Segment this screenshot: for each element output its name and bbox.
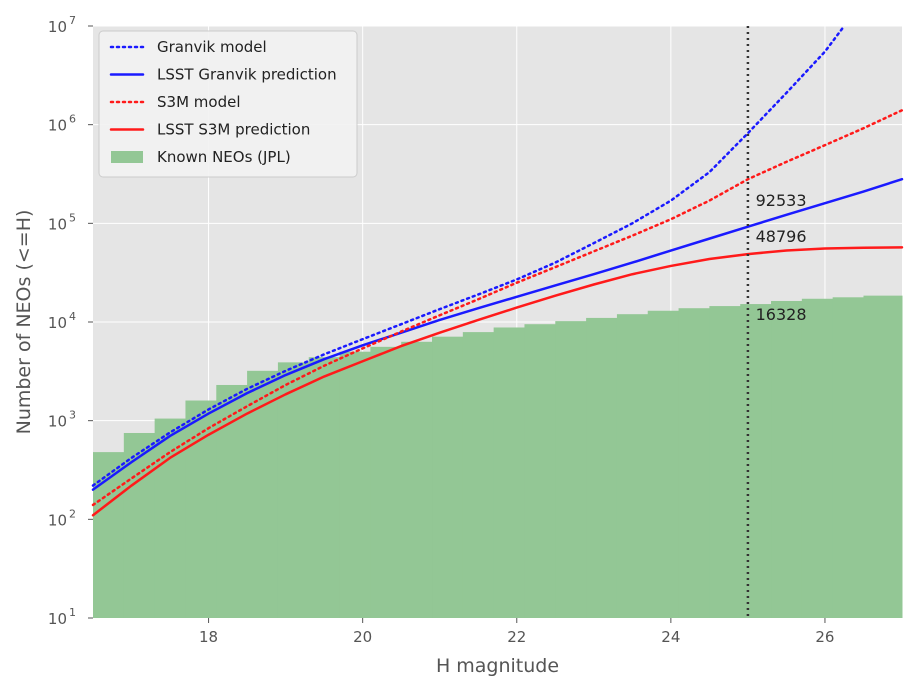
y-axis-label: Number of NEOs (<=H) [13, 210, 35, 435]
histogram-bar [216, 384, 248, 618]
histogram-bar [339, 351, 371, 618]
histogram-bar [308, 357, 341, 618]
known-neos-histogram [93, 295, 903, 618]
histogram-bar [616, 314, 649, 618]
y-tick-label: 10 [48, 117, 67, 135]
legend-entry: LSST S3M prediction [157, 121, 310, 139]
series-line-1 [91, 177, 904, 491]
legend-box [98, 30, 358, 178]
y-tick-exponent: 6 [69, 113, 76, 126]
y-tick-label: 10 [48, 413, 67, 431]
histogram-bar [709, 306, 741, 618]
histogram-bar [801, 298, 834, 618]
x-tick-label: 20 [353, 628, 372, 646]
histogram-bar [555, 321, 587, 618]
annotation-label: 92533 [756, 191, 807, 210]
histogram-bar [401, 341, 433, 618]
legend-entry: LSST Granvik prediction [157, 66, 337, 84]
annotation-label: 16328 [756, 305, 807, 324]
x-tick-label: 22 [507, 628, 526, 646]
x-axis-ticks: 18 20 22 24 26 [199, 618, 834, 646]
x-tick-label: 24 [661, 628, 680, 646]
legend-entry: S3M model [157, 93, 240, 111]
annotation-label: 48796 [756, 227, 807, 246]
y-tick-label: 10 [48, 511, 67, 529]
annotations: 92533 48796 16328 [756, 191, 807, 324]
histogram-bar [832, 297, 864, 618]
y-tick-exponent: 4 [69, 310, 76, 323]
histogram-bar [678, 308, 710, 618]
x-tick-label: 18 [199, 628, 218, 646]
y-tick-label: 10 [48, 215, 67, 233]
histogram-bar [647, 310, 680, 618]
x-axis-label: H magnitude [436, 655, 559, 677]
histogram-bar [524, 324, 556, 618]
y-tick-exponent: 5 [69, 211, 76, 224]
y-tick-label: 10 [48, 610, 67, 628]
series-lines [91, 24, 904, 517]
y-tick-exponent: 7 [69, 14, 76, 27]
y-tick-exponent: 1 [69, 606, 76, 619]
histogram-bar [247, 370, 279, 618]
legend-entry: Granvik model [157, 38, 267, 56]
histogram-bar [277, 362, 310, 618]
legend-swatch [111, 151, 143, 163]
y-tick-exponent: 2 [69, 507, 76, 520]
histogram-bar [462, 332, 495, 618]
histogram-bar [740, 304, 772, 618]
histogram-bar [432, 336, 464, 618]
histogram-bar [154, 418, 186, 618]
histogram-bar [586, 317, 618, 618]
legend-entry: Known NEOs (JPL) [157, 148, 291, 166]
y-tick-exponent: 3 [69, 409, 76, 422]
series-line-2 [91, 109, 904, 507]
histogram-bar [370, 346, 402, 618]
histogram-bar [493, 327, 525, 618]
x-tick-label: 26 [815, 628, 834, 646]
y-tick-label: 10 [48, 314, 67, 332]
y-tick-label: 10 [48, 18, 67, 36]
series-line-0 [91, 24, 846, 487]
histogram-bar [185, 400, 217, 618]
series-line-3 [91, 246, 904, 517]
legend: Granvik model LSST Granvik prediction S3M … [98, 30, 358, 178]
histogram-bar [771, 300, 803, 618]
histogram-bar [863, 295, 903, 618]
